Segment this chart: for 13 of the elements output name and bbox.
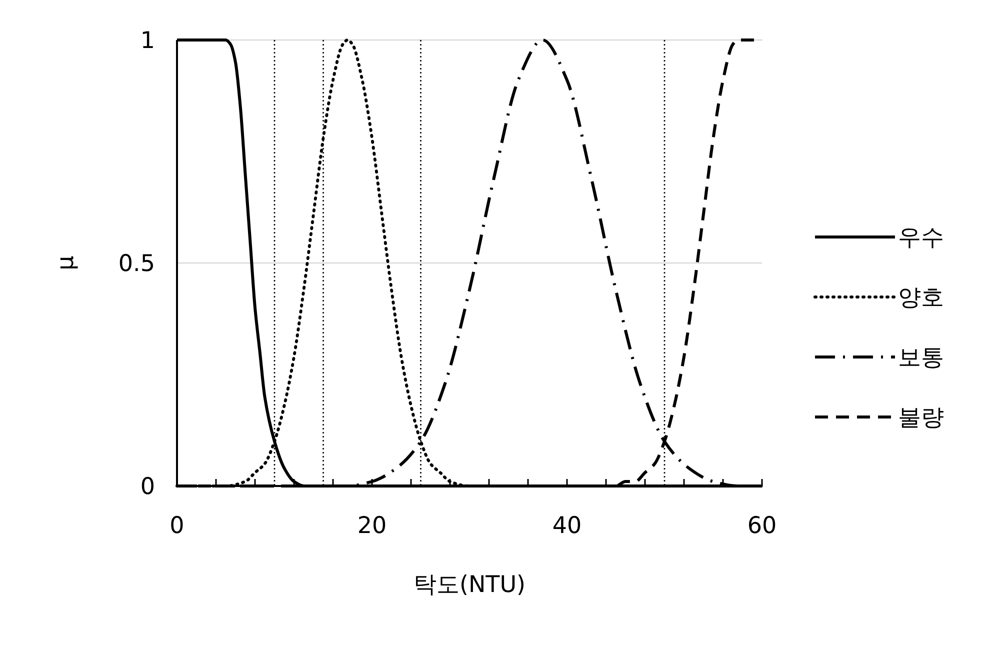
y-tick-label: 1 <box>140 28 155 54</box>
x-tick-label: 20 <box>357 513 387 539</box>
y-tick-label: 0.5 <box>118 251 155 277</box>
x-axis-title: 탁도(NTU) <box>413 572 526 598</box>
x-tick-label: 60 <box>747 513 777 539</box>
y-tick-label: 0 <box>140 474 155 500</box>
legend-label: 우수 <box>898 225 944 251</box>
legend-label: 불량 <box>898 405 944 431</box>
y-axis-title: μ <box>53 255 79 270</box>
legend-label: 보통 <box>898 345 944 371</box>
x-tick-label: 0 <box>170 513 184 539</box>
x-tick-label: 40 <box>552 513 582 539</box>
legend-label: 양호 <box>898 285 944 311</box>
